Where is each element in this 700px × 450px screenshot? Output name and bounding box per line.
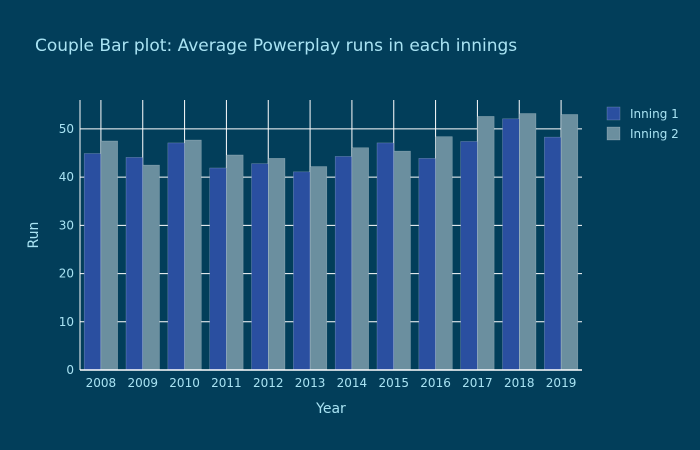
x-tick-label: 2008 <box>86 376 117 390</box>
bar-inning-1[interactable] <box>544 136 562 371</box>
bar-inning-2[interactable] <box>519 113 537 371</box>
bar-inning-1[interactable] <box>209 167 227 371</box>
bar-inning-1[interactable] <box>293 171 311 371</box>
x-tick-label: 2014 <box>337 376 368 390</box>
bar-inning-1[interactable] <box>83 153 102 371</box>
x-axis-ticks: 2008 2009 2010 2011 2012 2013 2014 2015 2016 2017… <box>86 376 577 390</box>
x-axis-title: Year <box>315 401 346 417</box>
bar-inning-2[interactable] <box>393 150 411 371</box>
legend-item[interactable]: Inning 1 <box>606 106 679 121</box>
legend: Inning 1 Inning 2 <box>606 106 679 141</box>
bar-inning-2[interactable] <box>560 114 579 371</box>
legend-swatch <box>606 126 621 141</box>
bar-inning-1[interactable] <box>460 141 478 371</box>
y-tick-label: 10 <box>59 315 74 329</box>
bar-inning-1[interactable] <box>334 156 353 371</box>
y-tick-label: 20 <box>59 267 74 281</box>
x-tick-label: 2010 <box>169 376 200 390</box>
bar-inning-2[interactable] <box>100 140 118 371</box>
x-tick-label: 2012 <box>253 376 284 390</box>
legend-swatch <box>606 106 621 121</box>
x-tick-label: 2011 <box>211 376 242 390</box>
bar-inning-2[interactable] <box>309 166 328 371</box>
legend-item[interactable]: Inning 2 <box>606 126 679 141</box>
y-tick-label: 30 <box>59 218 74 232</box>
x-tick-label: 2013 <box>295 376 326 390</box>
x-tick-label: 2009 <box>127 376 158 390</box>
bar-inning-2[interactable] <box>142 164 160 371</box>
bar-inning-1[interactable] <box>502 118 520 371</box>
y-tick-label: 40 <box>59 170 74 184</box>
bar-inning-1[interactable] <box>418 158 436 371</box>
legend-label: Inning 1 <box>630 107 679 121</box>
bar-inning-2[interactable] <box>226 154 244 371</box>
bar-inning-2[interactable] <box>351 147 369 371</box>
bar-inning-2[interactable] <box>477 116 495 371</box>
y-axis-title: Run <box>26 222 42 249</box>
bar-inning-2[interactable] <box>435 136 453 371</box>
chart-title: Couple Bar plot: Average Powerplay runs … <box>35 36 517 56</box>
bar-inning-1[interactable] <box>167 142 185 371</box>
x-tick-label: 2018 <box>504 376 535 390</box>
x-tick-label: 2016 <box>420 376 451 390</box>
legend-label: Inning 2 <box>630 127 679 141</box>
y-tick-label: 0 <box>66 363 74 377</box>
y-tick-label: 50 <box>59 122 74 136</box>
bar-inning-2[interactable] <box>268 158 286 371</box>
y-axis-ticks: 0 10 20 30 40 50 <box>59 122 74 377</box>
bar-inning-1[interactable] <box>251 163 269 371</box>
bars <box>83 113 579 371</box>
bar-inning-2[interactable] <box>184 139 202 371</box>
x-tick-label: 2015 <box>378 376 409 390</box>
bar-inning-1[interactable] <box>125 157 144 371</box>
x-tick-label: 2017 <box>462 376 493 390</box>
bar-inning-1[interactable] <box>376 142 394 371</box>
x-tick-label: 2019 <box>546 376 577 390</box>
